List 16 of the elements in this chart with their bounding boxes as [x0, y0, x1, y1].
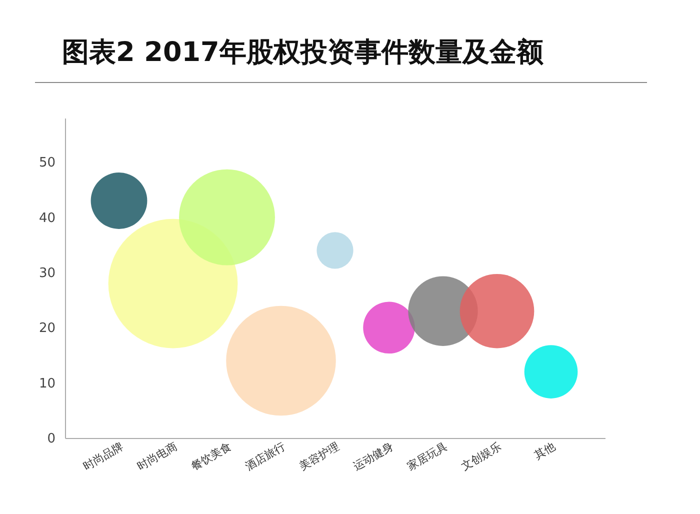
x-tick-label: 家居玩具	[404, 440, 450, 473]
y-tick-label: 30	[38, 266, 56, 281]
y-tick-label: 50	[38, 156, 56, 171]
x-tick-label: 美容护理	[296, 440, 342, 473]
y-tick-label: 0	[47, 432, 56, 446]
x-tick-label: 酒店旅行	[242, 440, 288, 473]
y-tick-label: 20	[38, 321, 56, 336]
chart-title: 图表2 2017年股权投资事件数量及金额	[62, 36, 544, 70]
x-tick-label: 文创娱乐	[458, 440, 504, 473]
y-tick-label: 40	[38, 210, 56, 226]
x-tick-label: 时尚电商	[134, 440, 180, 473]
x-tick-label: 时尚品牌	[80, 440, 126, 473]
x-tick-label: 其他	[532, 440, 558, 462]
y-tick-label: 10	[38, 376, 56, 392]
x-tick-label: 运动健身	[350, 440, 396, 473]
x-tick-label: 餐饮美食	[188, 440, 234, 473]
